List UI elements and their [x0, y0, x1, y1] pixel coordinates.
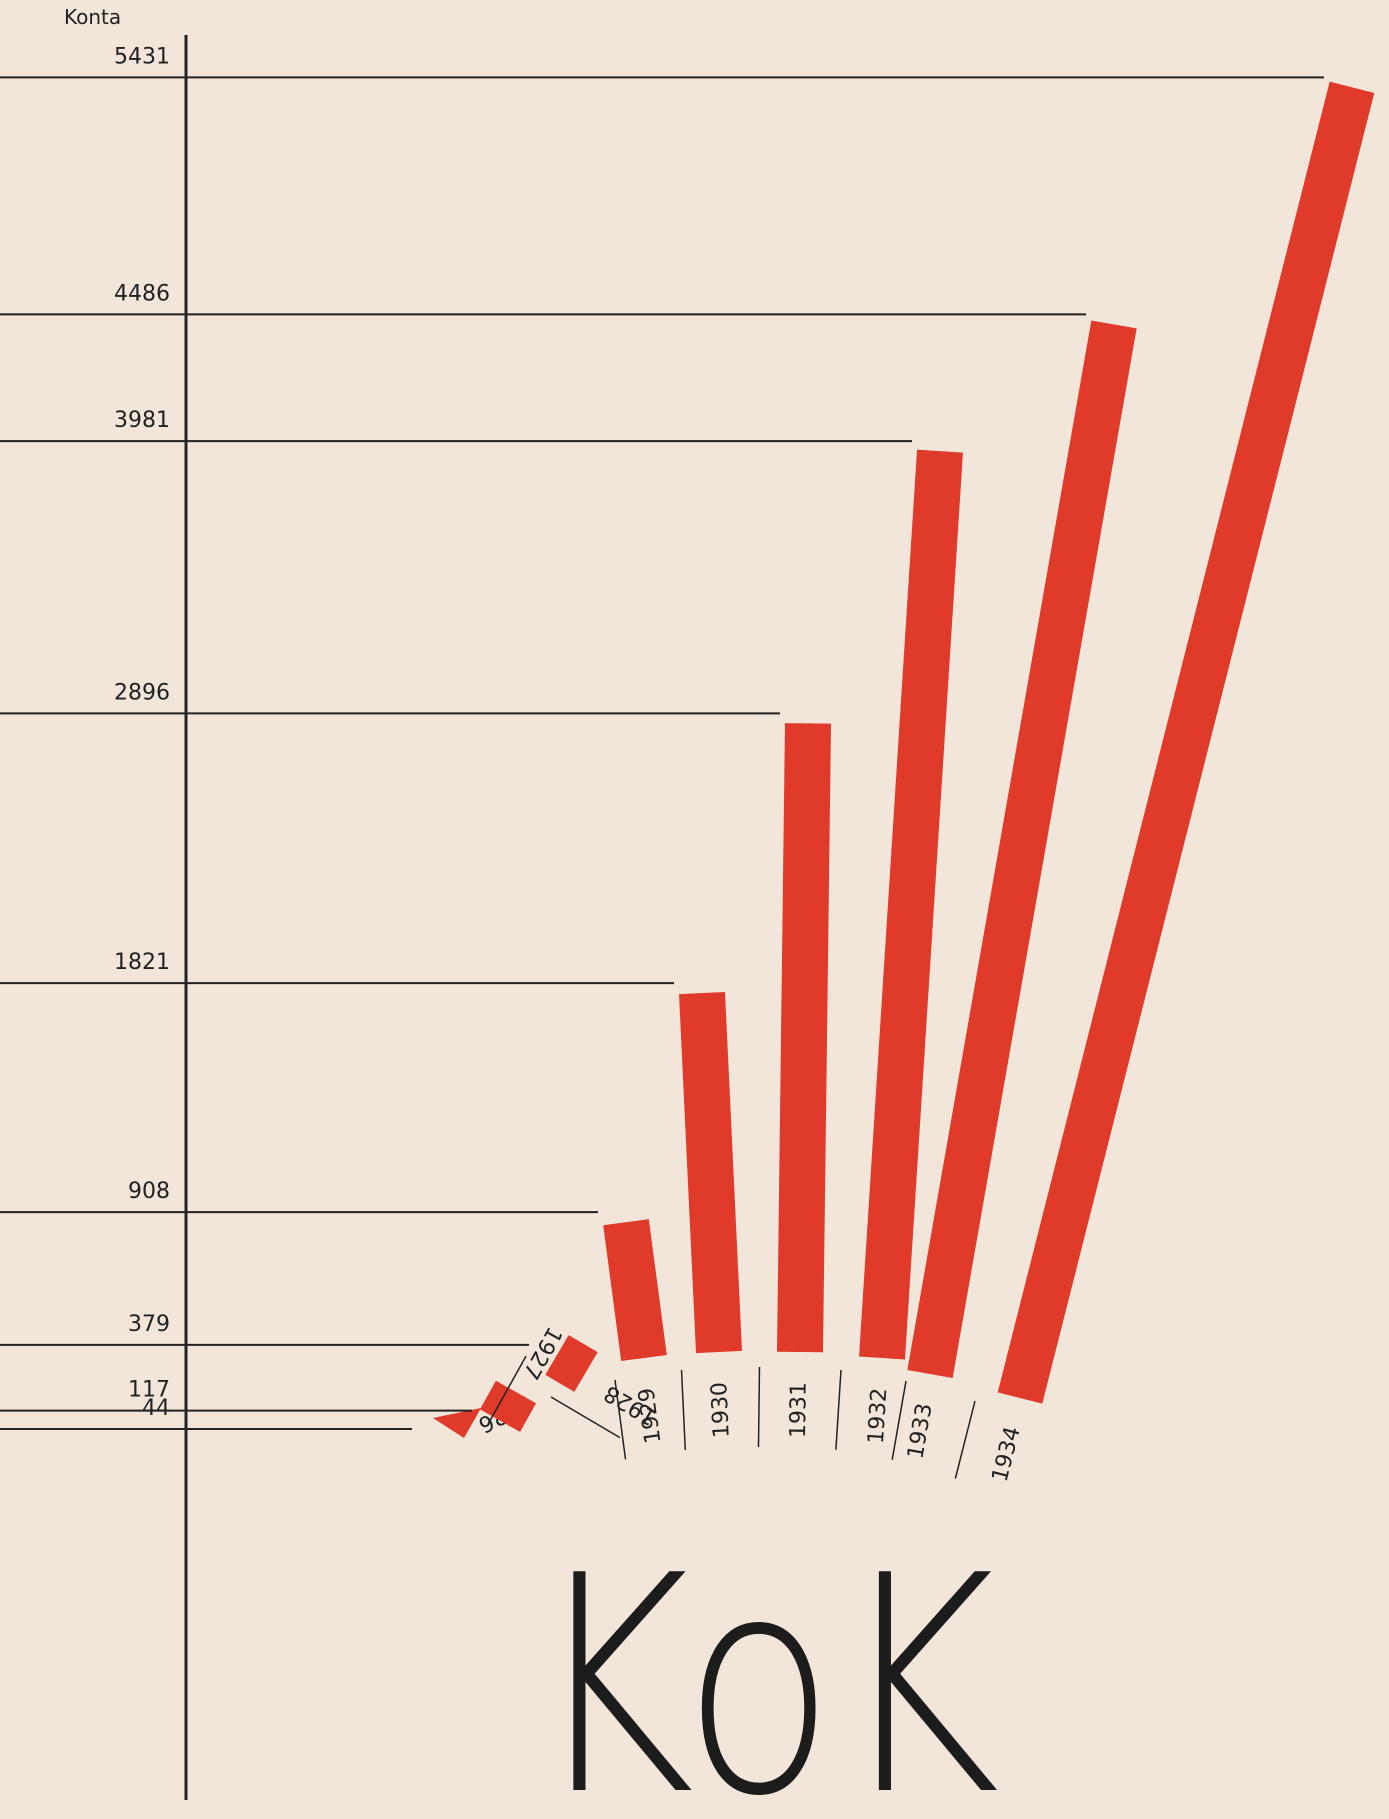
bar [545, 1335, 598, 1392]
year-label: 1931 [786, 1382, 812, 1438]
bar [997, 81, 1375, 1404]
year-label: 1934 [988, 1424, 1026, 1484]
value-label: 908 [128, 1179, 170, 1204]
separator [757, 1366, 761, 1448]
value-label: 4486 [114, 281, 170, 306]
year-label: 1929 [634, 1386, 666, 1445]
year-label: 1933 [903, 1401, 937, 1460]
logo: KoK [530, 1512, 1000, 1819]
value-label: 3981 [114, 408, 170, 433]
axis-label: Konta [64, 5, 121, 29]
value-label: 5431 [114, 44, 170, 69]
bar [679, 992, 742, 1354]
separator [835, 1369, 842, 1450]
year-label: 1930 [707, 1381, 735, 1438]
bar [603, 1219, 667, 1362]
value-label: 379 [128, 1312, 170, 1337]
bar [433, 1408, 481, 1438]
separator [550, 1396, 621, 1439]
value-label: 2896 [114, 680, 170, 705]
value-label: 117 [128, 1378, 170, 1403]
separator [954, 1400, 976, 1479]
separator [486, 1355, 527, 1427]
bar [777, 723, 831, 1353]
separator [614, 1379, 627, 1460]
bar [907, 320, 1137, 1378]
year-label: 1932 [864, 1387, 893, 1444]
value-label: 1821 [114, 950, 170, 975]
bar [479, 1380, 537, 1432]
value-label: 44 [142, 1396, 170, 1421]
bar [859, 449, 963, 1360]
separator [891, 1380, 907, 1460]
separator [680, 1369, 687, 1450]
